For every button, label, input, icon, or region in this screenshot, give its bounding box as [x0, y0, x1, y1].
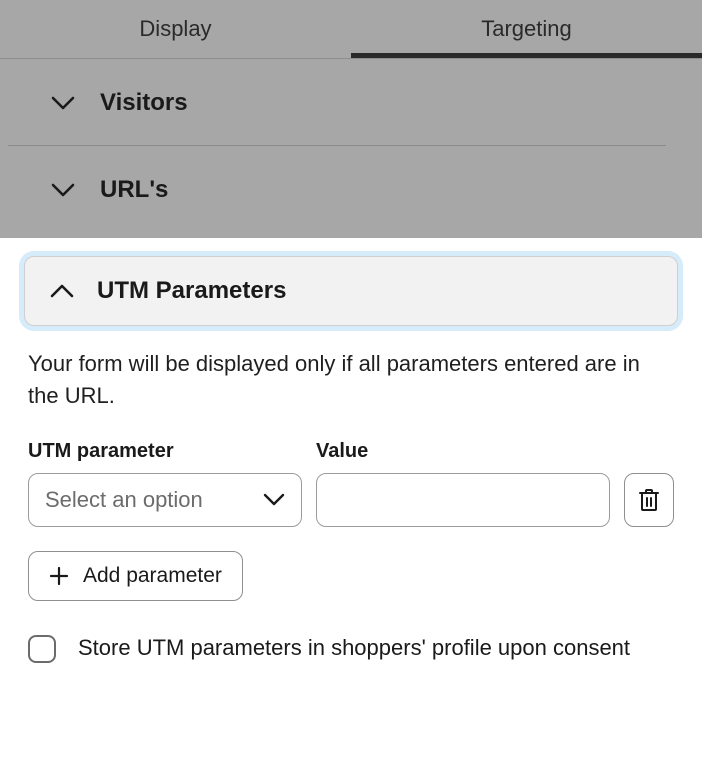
- utm-value-field: Value: [316, 440, 610, 527]
- collapsed-sections: Visitors URL's: [0, 59, 702, 238]
- trash-icon: [638, 488, 660, 512]
- tab-display-label: Display: [139, 16, 211, 42]
- accordion-utm-title: UTM Parameters: [97, 277, 286, 305]
- utm-value-input[interactable]: [316, 473, 610, 527]
- chevron-up-icon: [47, 284, 77, 298]
- accordion-urls-title: URL's: [100, 176, 168, 204]
- active-tab-indicator: [351, 53, 702, 58]
- delete-parameter-button[interactable]: [624, 473, 674, 527]
- accordion-visitors[interactable]: Visitors: [8, 59, 666, 146]
- store-utm-row: Store UTM parameters in shoppers' profil…: [28, 631, 674, 664]
- utm-value-label: Value: [316, 440, 610, 463]
- accordion-urls[interactable]: URL's: [8, 146, 666, 238]
- utm-param-label: UTM parameter: [28, 440, 302, 463]
- chevron-down-icon: [48, 183, 78, 197]
- utm-description: Your form will be displayed only if all …: [28, 348, 674, 412]
- accordion-visitors-title: Visitors: [100, 89, 188, 117]
- utm-section: UTM Parameters Your form will be display…: [0, 238, 702, 688]
- store-utm-label: Store UTM parameters in shoppers' profil…: [78, 631, 630, 664]
- add-parameter-button[interactable]: Add parameter: [28, 551, 243, 601]
- plus-icon: [49, 566, 69, 586]
- tab-targeting[interactable]: Targeting: [351, 0, 702, 58]
- chevron-down-icon: [263, 493, 285, 506]
- chevron-down-icon: [48, 96, 78, 110]
- add-parameter-label: Add parameter: [83, 564, 222, 588]
- utm-param-field: UTM parameter Select an option: [28, 440, 302, 527]
- accordion-utm[interactable]: UTM Parameters: [24, 256, 678, 326]
- utm-param-select[interactable]: Select an option: [28, 473, 302, 527]
- utm-param-select-placeholder: Select an option: [45, 487, 203, 513]
- store-utm-checkbox[interactable]: [28, 635, 56, 663]
- tab-bar: Display Targeting: [0, 0, 702, 59]
- tab-display[interactable]: Display: [0, 0, 351, 58]
- utm-parameter-row: UTM parameter Select an option Value: [28, 440, 674, 527]
- tab-targeting-label: Targeting: [481, 16, 572, 42]
